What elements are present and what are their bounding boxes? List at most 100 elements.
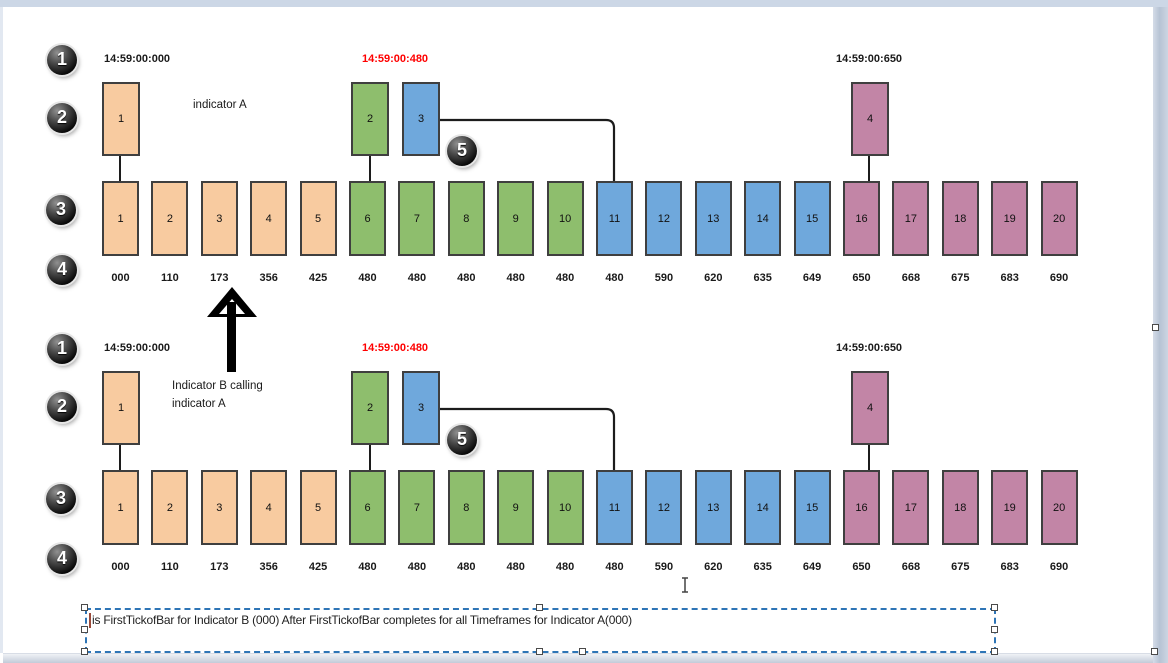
handle-middle-right[interactable] [991, 626, 998, 633]
bar-5[interactable]: 5 [299, 470, 337, 545]
bar-value-11: 480 [605, 561, 624, 573]
callout-4-icon[interactable]: 4 [47, 544, 77, 574]
bar-4[interactable]: 4 [250, 470, 288, 545]
bar-2[interactable]: 2 [151, 181, 189, 256]
bar-11[interactable]: 11 [596, 181, 633, 256]
bar-18[interactable]: 18 [941, 470, 979, 545]
bar-16[interactable]: 16 [843, 470, 880, 545]
handle-bottom-middle[interactable] [536, 648, 543, 655]
timeframe-box-4[interactable]: 4 [851, 82, 889, 156]
bar-2[interactable]: 2 [151, 470, 189, 545]
timeframe-box-3[interactable]: 3 [402, 82, 440, 156]
timeframe-box-4[interactable]: 4 [851, 371, 889, 445]
bar-value-20: 690 [1049, 561, 1069, 573]
bar-value-14: 635 [753, 272, 772, 284]
drawing-canvas[interactable] [3, 7, 1153, 653]
frame-bottom-strip[interactable] [3, 653, 1153, 663]
bar-20[interactable]: 20 [1040, 470, 1078, 545]
bar-12[interactable]: 12 [645, 181, 683, 256]
bar-value-6: 480 [358, 272, 377, 284]
connector-box3-elbow[interactable] [440, 404, 620, 474]
bar-18[interactable]: 18 [941, 181, 979, 256]
bar-9[interactable]: 9 [497, 470, 535, 545]
bar-3[interactable]: 3 [200, 470, 238, 545]
handle-top-left[interactable] [81, 604, 88, 611]
connector-box2 [369, 156, 371, 181]
bar-6[interactable]: 6 [349, 181, 386, 256]
bar-6[interactable]: 6 [349, 470, 386, 545]
bar-17[interactable]: 17 [892, 470, 930, 545]
bar-8[interactable]: 8 [447, 470, 485, 545]
timeframe-box-2[interactable]: 2 [351, 82, 389, 156]
bar-11[interactable]: 11 [596, 470, 633, 545]
bar-3[interactable]: 3 [200, 181, 238, 256]
callout-1-icon[interactable]: 1 [47, 45, 77, 75]
timeframe-box-1[interactable]: 1 [102, 82, 140, 156]
up-arrow-pointer[interactable] [206, 286, 258, 374]
bar-14[interactable]: 14 [744, 470, 782, 545]
bar-10[interactable]: 10 [546, 181, 584, 256]
connector-box4 [868, 445, 870, 470]
bar-15[interactable]: 15 [793, 470, 831, 545]
bar-12[interactable]: 12 [645, 470, 683, 545]
callout-3-icon[interactable]: 3 [46, 195, 76, 225]
frame-top-strip [0, 0, 1168, 7]
bar-14[interactable]: 14 [744, 181, 782, 256]
handle-top-right[interactable] [991, 604, 998, 611]
bar-19[interactable]: 19 [991, 181, 1029, 256]
diagram-label: Indicator B calling indicator A [172, 380, 263, 410]
callout-3-icon[interactable]: 3 [46, 484, 76, 514]
timestamp-650: 14:59:00:650 [836, 342, 903, 354]
bar-value-1: 000 [111, 272, 130, 284]
bar-1[interactable]: 1 [102, 181, 139, 256]
connector-box3-elbow[interactable] [440, 115, 620, 185]
bar-value-1: 000 [111, 561, 130, 573]
callout-2-icon[interactable]: 2 [47, 103, 77, 133]
timeframe-box-2[interactable]: 2 [351, 371, 389, 445]
bar-7[interactable]: 7 [398, 181, 436, 256]
callout-1-icon[interactable]: 1 [47, 334, 77, 364]
callout-2-icon[interactable]: 2 [47, 392, 77, 422]
bar-8[interactable]: 8 [447, 181, 485, 256]
timeframe-box-3[interactable]: 3 [402, 371, 440, 445]
handle-top-middle[interactable] [536, 604, 543, 611]
bar-15[interactable]: 15 [793, 181, 831, 256]
handle-bottom-left[interactable] [81, 648, 88, 655]
bar-10[interactable]: 10 [546, 470, 584, 545]
connector-box2 [369, 445, 371, 470]
frame-right-strip[interactable] [1153, 7, 1168, 663]
bar-9[interactable]: 9 [497, 181, 535, 256]
callout-5-icon[interactable]: 5 [447, 425, 477, 455]
bar-value-6: 480 [358, 561, 377, 573]
bar-value-19: 683 [1000, 561, 1019, 573]
bar-value-3: 173 [210, 561, 229, 573]
bar-value-13: 620 [704, 561, 723, 573]
bar-7[interactable]: 7 [398, 470, 436, 545]
bar-16[interactable]: 16 [843, 181, 880, 256]
bar-value-12: 590 [654, 561, 674, 573]
canvas-handle-bottom-right[interactable] [1151, 648, 1158, 655]
callout-5-icon[interactable]: 5 [447, 136, 477, 166]
canvas-handle-bottom-middle[interactable] [579, 648, 586, 655]
bar-value-12: 590 [654, 272, 674, 284]
bar-value-11: 480 [605, 272, 624, 284]
bar-20[interactable]: 20 [1040, 181, 1078, 256]
bar-value-2: 110 [161, 561, 179, 573]
bar-5[interactable]: 5 [299, 181, 337, 256]
timestamp-start: 14:59:00:000 [104, 53, 171, 65]
bar-13[interactable]: 13 [694, 470, 732, 545]
connector-box4 [868, 156, 870, 181]
note-textbox[interactable]: is FirstTickofBar for Indicator B (000) … [85, 608, 996, 653]
handle-middle-left[interactable] [81, 626, 88, 633]
bar-19[interactable]: 19 [991, 470, 1029, 545]
handle-bottom-right[interactable] [991, 648, 998, 655]
timeframe-box-1[interactable]: 1 [102, 371, 140, 445]
bar-17[interactable]: 17 [892, 181, 930, 256]
bar-4[interactable]: 4 [250, 181, 288, 256]
bar-value-15: 649 [802, 561, 822, 573]
bar-13[interactable]: 13 [694, 181, 732, 256]
bar-1[interactable]: 1 [102, 470, 139, 545]
canvas-handle-middle-right[interactable] [1152, 324, 1159, 331]
callout-4-icon[interactable]: 4 [47, 255, 77, 285]
